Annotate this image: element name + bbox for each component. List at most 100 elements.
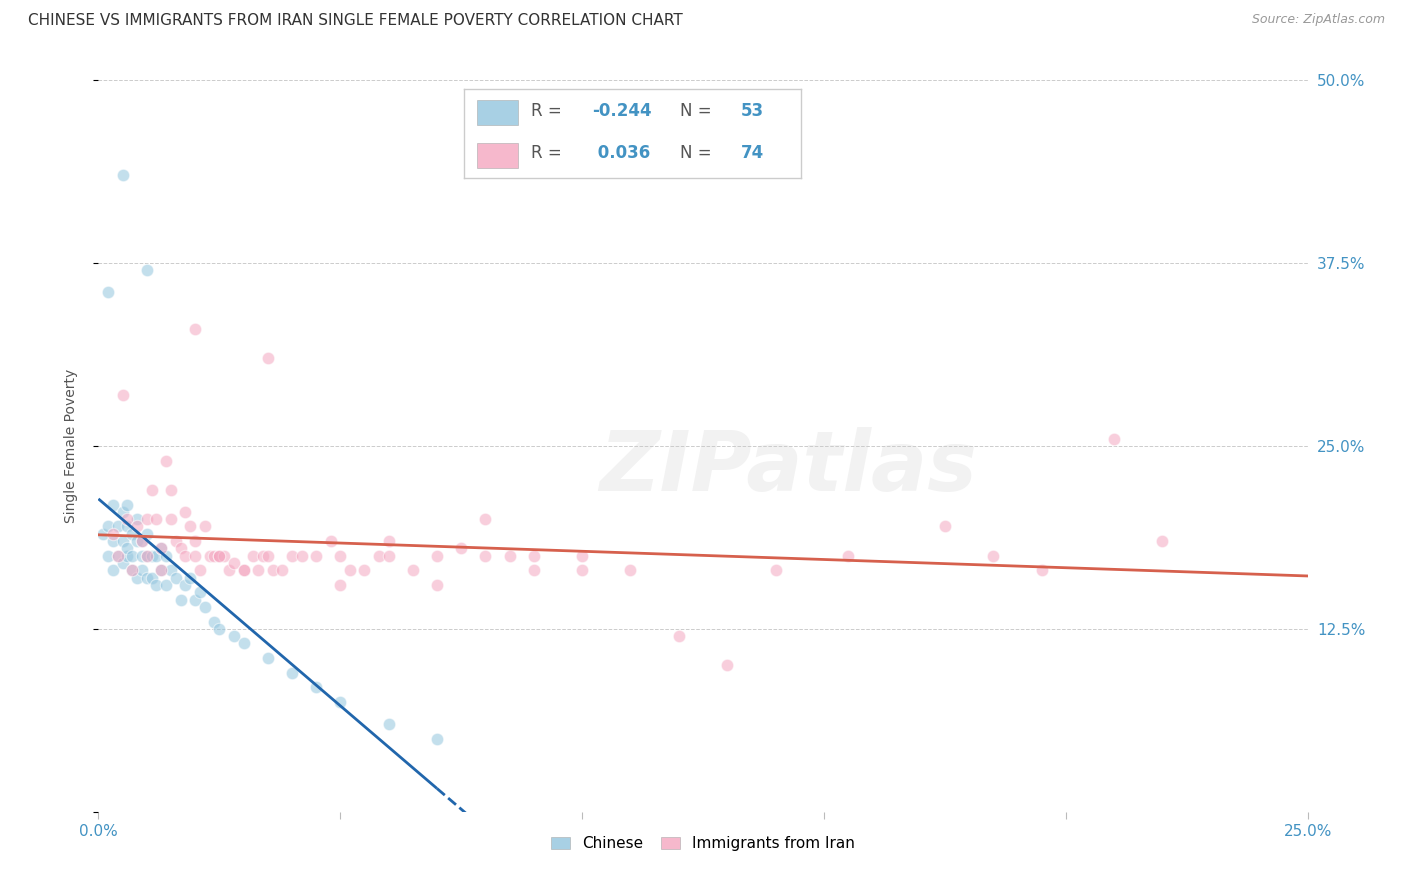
Point: [121, 563, 143, 577]
Text: R =: R =: [531, 145, 562, 162]
Text: ZIPatlas: ZIPatlas: [599, 427, 977, 508]
Point: [145, 512, 167, 526]
Point: [232, 563, 254, 577]
Point: [426, 731, 449, 746]
Point: [212, 549, 235, 563]
Point: [135, 263, 157, 277]
FancyBboxPatch shape: [478, 100, 517, 125]
Point: [111, 505, 134, 519]
Point: [97, 285, 120, 300]
Point: [305, 549, 328, 563]
Point: [150, 563, 173, 577]
Point: [222, 556, 245, 570]
Point: [222, 629, 245, 643]
Point: [127, 519, 149, 533]
Point: [97, 549, 120, 563]
Point: [141, 549, 163, 563]
Point: [329, 578, 352, 592]
Point: [135, 571, 157, 585]
Point: [101, 498, 124, 512]
Point: [256, 651, 278, 665]
Point: [131, 549, 153, 563]
Point: [165, 534, 187, 549]
Point: [188, 563, 211, 577]
Point: [188, 585, 211, 599]
Point: [127, 571, 149, 585]
Point: [155, 578, 177, 592]
Point: [498, 549, 520, 563]
Point: [571, 563, 593, 577]
Point: [208, 549, 231, 563]
Point: [101, 563, 124, 577]
Point: [523, 549, 546, 563]
Point: [155, 453, 177, 467]
Point: [101, 534, 124, 549]
Point: [165, 571, 187, 585]
Point: [174, 505, 197, 519]
Point: [179, 571, 201, 585]
Point: [218, 563, 240, 577]
Point: [281, 665, 304, 680]
Point: [111, 169, 134, 183]
Point: [329, 549, 352, 563]
Point: [232, 636, 254, 650]
Point: [450, 541, 472, 556]
Point: [204, 549, 226, 563]
Point: [127, 512, 149, 526]
Point: [150, 563, 173, 577]
Point: [117, 541, 139, 556]
Point: [111, 556, 134, 570]
Point: [160, 483, 183, 497]
FancyBboxPatch shape: [478, 143, 517, 168]
Point: [377, 717, 399, 731]
Point: [339, 563, 361, 577]
Point: [121, 549, 143, 563]
Point: [262, 563, 284, 577]
Point: [169, 592, 191, 607]
Point: [247, 563, 270, 577]
Point: [174, 578, 197, 592]
Point: [174, 549, 197, 563]
Point: [319, 534, 342, 549]
Point: [668, 629, 690, 643]
Point: [377, 549, 399, 563]
Point: [271, 563, 294, 577]
Point: [121, 563, 143, 577]
Point: [131, 563, 153, 577]
Point: [305, 681, 328, 695]
Text: R =: R =: [531, 103, 562, 120]
Point: [981, 549, 1004, 563]
Point: [208, 549, 231, 563]
Point: [184, 592, 207, 607]
Text: CHINESE VS IMMIGRANTS FROM IRAN SINGLE FEMALE POVERTY CORRELATION CHART: CHINESE VS IMMIGRANTS FROM IRAN SINGLE F…: [28, 13, 683, 29]
Point: [474, 512, 496, 526]
Point: [141, 571, 163, 585]
Point: [571, 549, 593, 563]
Point: [127, 534, 149, 549]
Legend: Chinese, Immigrants from Iran: Chinese, Immigrants from Iran: [544, 829, 862, 859]
Point: [329, 695, 352, 709]
Text: 74: 74: [741, 145, 763, 162]
Point: [252, 549, 274, 563]
Point: [107, 549, 129, 563]
Point: [256, 549, 278, 563]
Point: [117, 549, 139, 563]
Point: [117, 498, 139, 512]
Point: [135, 549, 157, 563]
Point: [155, 549, 177, 563]
Point: [1031, 563, 1053, 577]
Point: [111, 388, 134, 402]
Point: [368, 549, 391, 563]
Point: [204, 615, 226, 629]
Point: [97, 519, 120, 533]
Point: [135, 549, 157, 563]
Point: [184, 549, 207, 563]
Point: [426, 578, 449, 592]
Point: [184, 534, 207, 549]
Text: N =: N =: [681, 145, 711, 162]
Text: 53: 53: [741, 103, 763, 120]
Point: [1152, 534, 1174, 549]
Point: [242, 549, 264, 563]
Point: [194, 519, 217, 533]
Point: [131, 534, 153, 549]
